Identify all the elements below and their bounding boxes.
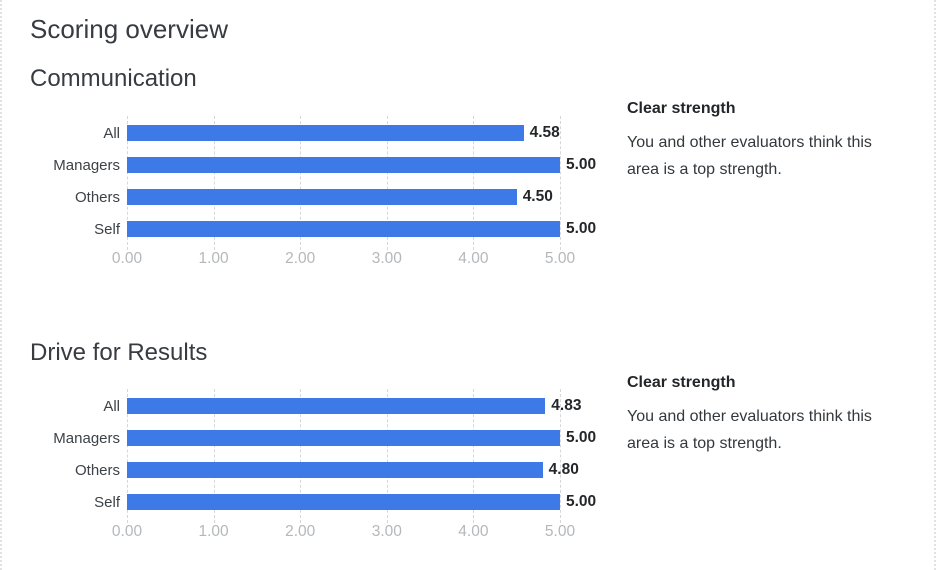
category-label: Others — [74, 188, 120, 206]
chart-row: All 4.58 — [30, 117, 562, 149]
chart-row: Others 4.80 — [30, 454, 579, 486]
category-label: Managers — [53, 156, 120, 174]
category-label: All — [103, 124, 120, 142]
axis-tick-label: 5.00 — [544, 523, 576, 540]
section-communication: Communication All — [30, 64, 934, 271]
bar-track: 4.50 — [127, 181, 560, 213]
value-bar — [127, 430, 560, 446]
value-label: 5.00 — [566, 429, 597, 446]
note-body: You and other evaluators think this area… — [627, 408, 872, 452]
chart-row: Managers 5.00 — [30, 422, 596, 454]
value-bar — [127, 221, 560, 237]
bar-track: 5.00 — [127, 149, 596, 181]
value-bar — [127, 125, 524, 141]
note-body: You and other evaluators think this area… — [627, 134, 872, 178]
value-label: 4.83 — [551, 397, 582, 414]
note-panel: Clear strength You and other evaluators … — [627, 374, 932, 457]
value-bar — [127, 462, 543, 478]
value-label: 4.50 — [522, 188, 553, 205]
category-label: Others — [74, 461, 120, 479]
section-body: All 4.83 Managers 5.00 — [30, 368, 934, 544]
section-title: Drive for Results — [30, 339, 208, 366]
chart-row: Managers 5.00 — [30, 149, 596, 181]
axis-tick-label: 1.00 — [198, 250, 229, 267]
value-label: 4.80 — [548, 461, 579, 478]
axis-tick-label: 0.00 — [111, 250, 143, 267]
category-label: Managers — [53, 429, 120, 447]
value-bar — [127, 398, 546, 414]
note-title: Clear strength — [627, 374, 736, 391]
bar-track: 4.80 — [127, 454, 579, 486]
value-bar — [127, 157, 560, 173]
note-panel: Clear strength You and other evaluators … — [627, 100, 932, 183]
value-label: 5.00 — [566, 493, 597, 510]
axis-tick-label: 4.00 — [458, 250, 489, 267]
bar-track: 5.00 — [127, 422, 596, 454]
value-bar — [127, 189, 517, 205]
page-title: Scoring overview — [30, 14, 228, 44]
drive-for-results-bar-chart: All 4.83 Managers 5.00 — [30, 389, 596, 544]
axis-tick-label: 1.00 — [198, 523, 229, 540]
axis-tick-label: 2.00 — [285, 250, 316, 267]
bar-track: 4.83 — [127, 390, 581, 422]
value-label: 5.00 — [566, 156, 597, 173]
note-title: Clear strength — [627, 100, 736, 117]
bar-track: 5.00 — [127, 213, 596, 245]
x-axis: 0.00 1.00 2.00 3.00 4.00 5.00 — [112, 247, 575, 271]
chart-row: Others 4.50 — [30, 181, 562, 213]
section-drive-for-results: Drive for Results All — [30, 338, 934, 544]
value-label: 4.58 — [529, 124, 560, 141]
chart-row: Self 5.00 — [30, 486, 596, 518]
axis-tick-label: 3.00 — [371, 250, 402, 267]
bar-track: 4.58 — [127, 117, 560, 149]
section-title: Communication — [30, 65, 197, 92]
communication-bar-chart: All 4.58 Managers 5.00 — [30, 116, 596, 271]
category-label: All — [103, 397, 120, 415]
chart-plot-area: All 4.83 Managers 5.00 — [30, 389, 596, 523]
axis-tick-label: 0.00 — [111, 523, 143, 540]
category-label: Self — [94, 493, 120, 511]
chart-row: All 4.83 — [30, 390, 581, 422]
chart-row: Self 5.00 — [30, 213, 596, 245]
axis-tick-label: 2.00 — [285, 523, 316, 540]
category-label: Self — [94, 220, 120, 238]
axis-tick-label: 3.00 — [371, 523, 402, 540]
value-label: 5.00 — [566, 220, 597, 237]
axis-tick-label: 5.00 — [544, 250, 576, 267]
axis-tick-label: 4.00 — [458, 523, 489, 540]
section-body: All 4.58 Managers 5.00 — [30, 94, 934, 271]
value-bar — [127, 494, 560, 510]
x-axis: 0.00 1.00 2.00 3.00 4.00 5.00 — [112, 520, 575, 544]
chart-plot-area: All 4.58 Managers 5.00 — [30, 116, 596, 250]
bar-track: 5.00 — [127, 486, 596, 518]
